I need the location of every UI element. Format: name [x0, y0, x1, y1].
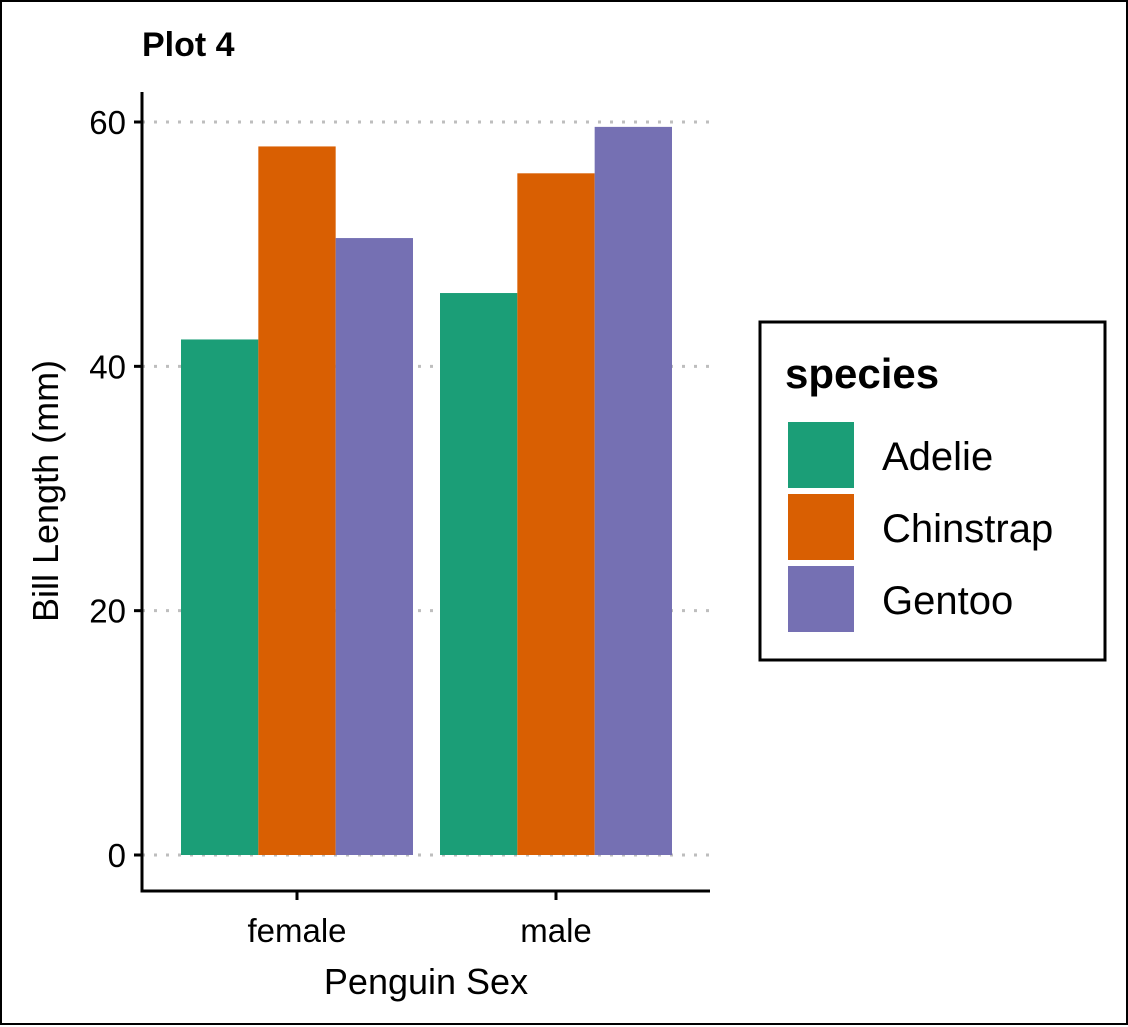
x-axis-label: Penguin Sex	[324, 961, 528, 1002]
y-tick-label: 40	[89, 348, 126, 385]
legend-label-adelie: Adelie	[882, 435, 993, 479]
legend-title: species	[785, 350, 939, 397]
bar-adelie-female	[181, 339, 259, 855]
legend-label-chinstrap: Chinstrap	[882, 507, 1053, 551]
legend-key-adelie	[788, 422, 854, 488]
y-axis-label: Bill Length (mm)	[25, 360, 66, 622]
bars	[181, 126, 672, 856]
legend-label-gentoo: Gentoo	[882, 579, 1013, 623]
bar-chinstrap-male	[517, 173, 595, 855]
chart-title: Plot 4	[142, 26, 235, 64]
legend: species Adelie Chinstrap Gentoo	[758, 320, 1107, 662]
x-tick-label: male	[520, 912, 592, 949]
y-tick-label: 60	[89, 104, 126, 141]
bar-chinstrap-female	[258, 146, 336, 855]
legend-key-gentoo	[788, 566, 854, 632]
legend-items: Adelie Chinstrap Gentoo	[788, 422, 1053, 632]
x-tick-label: female	[247, 912, 346, 949]
legend-key-chinstrap	[788, 494, 854, 560]
y-tick-label: 20	[89, 593, 126, 630]
y-tick-label: 0	[108, 837, 126, 874]
bar-adelie-male	[440, 293, 518, 855]
bar-gentoo-female	[335, 238, 413, 855]
bar-gentoo-male	[594, 126, 672, 856]
axes: 0 20 40 60 female male	[89, 92, 710, 949]
